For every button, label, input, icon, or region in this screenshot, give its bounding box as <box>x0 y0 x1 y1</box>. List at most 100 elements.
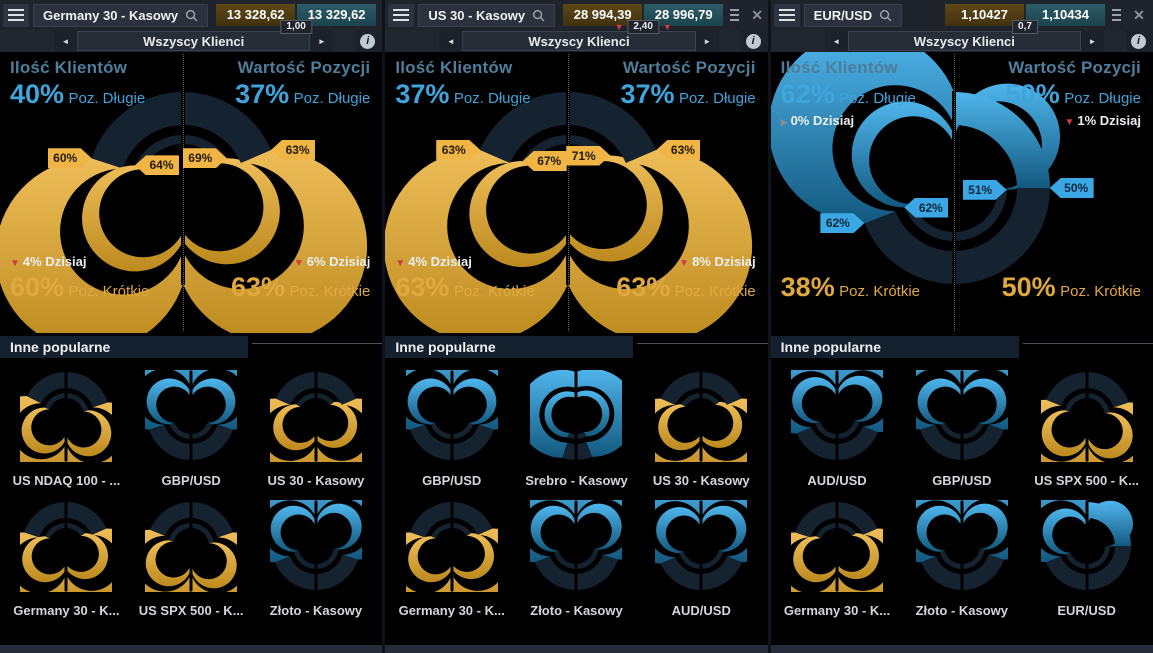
long-label: Poz. Długie <box>293 90 371 107</box>
spread-value: 2,40 <box>627 20 659 34</box>
panel-header: US 30 - Kasowy 28 994,39 28 996,79 ▼ 2,4… <box>385 0 768 34</box>
instrument-name: Germany 30 - Kasowy <box>43 7 179 23</box>
value-long-value: 37% <box>235 79 290 109</box>
sentiment-flag: 69% <box>183 148 227 168</box>
sentiment-donut-chart <box>0 52 382 351</box>
client-filter-bar: ◄ Wszyscy Klienci ► i <box>385 30 768 52</box>
long-label: Poz. Długie <box>1064 90 1141 107</box>
popular-instrument[interactable]: EUR/USD <box>1001 474 1149 618</box>
value-long-block: Wartość Pozycji 37% Poz. Długie 8% Dzisi… <box>620 58 755 110</box>
popular-instrument-label: US SPX 500 - K... <box>1034 473 1139 488</box>
popular-instrument[interactable]: Germany 30 - K... <box>385 500 537 621</box>
popular-instrument[interactable]: US SPX 500 - K... <box>1001 370 1153 491</box>
bid-price-button[interactable]: 28 994,39 <box>563 4 643 26</box>
popular-instrument-label: Złoto - Kasowy <box>530 603 623 618</box>
popular-instruments-grid: AUD/USD GBP/USD US SPX 500 - K... German… <box>770 341 1153 621</box>
popular-instrument-label: Germany 30 - K... <box>783 603 891 618</box>
spread-row: ▼ 2,40 ▼ <box>615 20 672 34</box>
prev-filter-button[interactable]: ◄ <box>446 36 455 46</box>
bid-price-button[interactable]: 1,10427 <box>944 4 1024 26</box>
ask-price-button[interactable]: 1,10434 <box>1025 4 1105 26</box>
next-filter-button[interactable]: ► <box>317 36 326 46</box>
popular-instrument[interactable]: US NDAQ 100 - ... <box>0 370 153 491</box>
prev-filter-button[interactable]: ◄ <box>832 36 841 46</box>
menu-button[interactable] <box>3 3 29 27</box>
popular-instrument[interactable]: Srebro - Kasowy <box>514 368 639 488</box>
instrument-name: US 30 - Kasowy <box>428 7 526 23</box>
popular-instrument[interactable]: US 30 - Kasowy <box>616 370 768 488</box>
popular-instrument[interactable]: Złoto - Kasowy <box>491 471 663 618</box>
mini-donut-chart <box>518 368 637 467</box>
sentiment-donut-chart <box>770 31 1153 338</box>
divider-dotted-line <box>568 54 570 331</box>
short-label: Poz. Krótkie <box>289 283 371 300</box>
info-button[interactable]: i <box>1130 33 1146 49</box>
popular-instrument-label: US 30 - Kasowy <box>267 473 365 488</box>
popular-instrument[interactable]: Złoto - Kasowy <box>876 471 1048 618</box>
filter-label: Wszyscy Klienci <box>143 33 245 49</box>
prev-filter-button[interactable]: ◄ <box>61 36 70 46</box>
value-today-change: ▼ 1% Dzisiaj <box>1064 113 1141 128</box>
mini-donut-chart <box>616 474 768 597</box>
menu-button[interactable] <box>388 3 415 27</box>
popular-instrument[interactable]: GBP/USD <box>105 341 278 488</box>
menu-button[interactable] <box>773 3 800 27</box>
value-today-change: ▼ 8% Dzisiaj <box>679 254 756 269</box>
popular-instrument[interactable]: GBP/USD <box>385 341 538 488</box>
instrument-selector[interactable]: US 30 - Kasowy <box>418 3 556 27</box>
close-button[interactable]: ✕ <box>1133 6 1145 23</box>
popular-instrument[interactable]: AUD/USD <box>616 474 768 618</box>
popular-instrument-label: US NDAQ 100 - ... <box>12 473 121 488</box>
value-short-value: 50% <box>1001 272 1056 302</box>
ask-price-button[interactable]: 13 329,62 <box>297 4 377 26</box>
ask-price-button[interactable]: 28 996,79 <box>644 4 724 26</box>
panel-header: EUR/USD 1,10427 1,10434 ▼ 0,7 ▼ ✕ <box>770 0 1153 34</box>
popular-instrument[interactable]: AUD/USD <box>770 344 922 488</box>
short-label: Poz. Krótkie <box>453 283 535 300</box>
filter-selector[interactable]: Wszyscy Klienci <box>462 31 696 51</box>
instrument-selector[interactable]: EUR/USD <box>803 3 903 27</box>
next-filter-button[interactable]: ► <box>1088 36 1097 46</box>
info-button[interactable]: i <box>360 33 376 49</box>
divider-dotted-line <box>953 54 955 331</box>
close-button[interactable]: ✕ <box>751 6 764 23</box>
sentiment-flag: 67% <box>522 151 567 171</box>
value-short-value: 63% <box>616 272 671 302</box>
value-short-block: ▼ 6% Dzisiaj 63% Poz. Krótkie <box>231 251 370 303</box>
long-label: Poz. Długie <box>68 90 146 107</box>
drag-handle-icon[interactable] <box>1109 9 1124 21</box>
clients-short-stat: 38% Poz. Krótkie <box>781 272 920 303</box>
filter-bar-segment <box>333 30 356 52</box>
filter-selector[interactable]: Wszyscy Klienci <box>77 31 311 51</box>
value-long-value: 50% <box>1005 79 1060 109</box>
clients-short-stat: 60% Poz. Krótkie <box>10 272 149 303</box>
sentiment-flag: 62% <box>820 213 864 233</box>
price-quote-area: 1,10427 1,10434 ▼ 0,7 ▼ <box>944 4 1105 34</box>
filter-selector[interactable]: Wszyscy Klienci <box>847 31 1081 51</box>
clients-short-value: 60% <box>10 272 65 302</box>
spread-row: ▼ 1,00 ▼ <box>267 20 324 34</box>
popular-instrument[interactable]: US SPX 500 - K... <box>106 500 278 621</box>
popular-instrument[interactable]: GBP/USD <box>875 341 1048 488</box>
popular-instrument[interactable]: Germany 30 - K... <box>770 500 922 621</box>
instrument-selector[interactable]: Germany 30 - Kasowy <box>33 3 209 27</box>
popular-instrument[interactable]: Złoto - Kasowy <box>231 471 383 618</box>
popular-instrument[interactable]: Germany 30 - K... <box>0 500 151 621</box>
popular-instruments-grid: GBP/USD Srebro - Kasowy US 30 - Kasowy G… <box>385 341 768 621</box>
mini-donut-chart <box>105 341 278 467</box>
drag-handle-icon[interactable] <box>727 9 742 21</box>
info-button[interactable]: i <box>745 33 761 49</box>
popular-section-header: Inne popularne <box>0 336 383 358</box>
clients-section-title: Ilość Klientów <box>395 58 513 77</box>
sentiment-flag: 50% <box>1049 178 1094 198</box>
drag-handle-icon[interactable] <box>380 9 382 21</box>
mini-donut-chart <box>231 370 383 487</box>
instrument-name: EUR/USD <box>813 7 873 23</box>
popular-instrument[interactable]: US 30 - Kasowy <box>231 370 383 488</box>
bid-price-button[interactable]: 13 328,62 <box>216 4 296 26</box>
next-filter-button[interactable]: ► <box>703 36 712 46</box>
popular-instrument-label: GBP/USD <box>932 473 992 488</box>
panel-header: Germany 30 - Kasowy 13 328,62 13 329,62 … <box>0 0 383 34</box>
popular-instrument-label: GBP/USD <box>422 473 482 488</box>
instrument-panel: US 30 - Kasowy 28 994,39 28 996,79 ▼ 2,4… <box>385 0 768 653</box>
